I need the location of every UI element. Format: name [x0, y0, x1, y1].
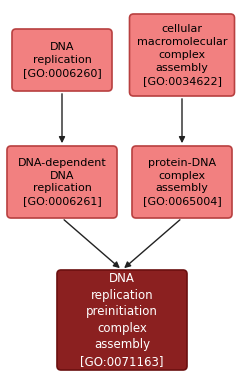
Text: DNA
replication
preinitiation
complex
assembly
[GO:0071163]: DNA replication preinitiation complex as… [80, 272, 164, 368]
FancyBboxPatch shape [7, 146, 117, 218]
FancyBboxPatch shape [57, 270, 187, 370]
Text: protein-DNA
complex
assembly
[GO:0065004]: protein-DNA complex assembly [GO:0065004… [143, 158, 221, 206]
FancyBboxPatch shape [130, 14, 234, 96]
FancyBboxPatch shape [132, 146, 232, 218]
FancyBboxPatch shape [12, 29, 112, 91]
Text: DNA-dependent
DNA
replication
[GO:0006261]: DNA-dependent DNA replication [GO:000626… [18, 158, 106, 206]
Text: DNA
replication
[GO:0006260]: DNA replication [GO:0006260] [23, 42, 101, 78]
Text: cellular
macromolecular
complex
assembly
[GO:0034622]: cellular macromolecular complex assembly… [137, 24, 227, 86]
